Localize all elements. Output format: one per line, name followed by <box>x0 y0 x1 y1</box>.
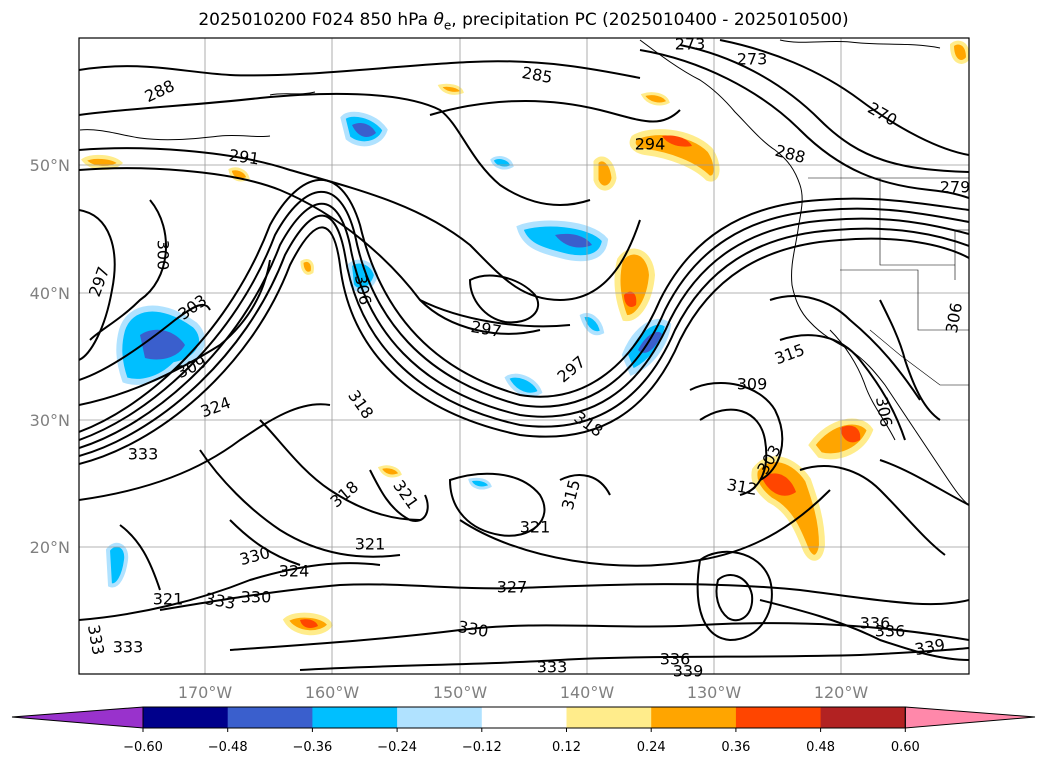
colorbar-segment <box>566 707 652 728</box>
lon-label: 160°W <box>305 683 360 702</box>
lon-label: 140°W <box>560 683 615 702</box>
contour-label: 273 <box>675 35 706 54</box>
colorbar-label: 0.48 <box>806 740 835 755</box>
lon-axis: 170°W 160°W 150°W 140°W 130°W 120°W <box>178 683 869 702</box>
coastline-layer <box>79 39 969 506</box>
map-title: 2025010200 F024 850 hPa θe, precipitatio… <box>198 10 849 33</box>
colorbar-segment <box>651 707 737 728</box>
colorbar-label: −0.24 <box>377 740 417 755</box>
contour-label: 321 <box>520 518 551 537</box>
colorbar-segment <box>481 707 567 728</box>
contour-label: 300 <box>154 240 173 271</box>
contour-label: 324 <box>279 562 310 581</box>
colorbar-label: −0.36 <box>292 740 332 755</box>
border-layer <box>808 177 969 386</box>
contour-label: 309 <box>737 375 768 394</box>
contour-layer <box>79 39 969 671</box>
contour-label: 279 <box>940 178 971 197</box>
contour-label: 291 <box>228 145 261 168</box>
contour-label: 294 <box>635 135 666 154</box>
pos-patch <box>949 40 969 64</box>
pos-patch <box>624 291 637 307</box>
pos-patch <box>437 83 464 95</box>
colorbar-label: −0.60 <box>123 740 163 755</box>
lat-axis: 50°N 40°N 30°N 20°N <box>30 156 70 557</box>
contour-label: 321 <box>153 590 184 609</box>
pos-patch <box>300 258 314 275</box>
pos-patch <box>662 135 692 147</box>
pos-patch <box>377 465 402 478</box>
lon-label: 120°W <box>814 683 869 702</box>
plot-area <box>79 38 969 674</box>
colorbar-extend-low <box>11 706 144 729</box>
lat-label: 50°N <box>30 156 70 175</box>
colorbar-label: 0.12 <box>552 740 581 755</box>
pos-patch <box>81 154 124 170</box>
contour-label: 339 <box>673 662 704 681</box>
neg-patch <box>490 156 514 170</box>
neg-patch <box>352 122 376 137</box>
pos-patch <box>640 92 670 106</box>
pos-patch <box>762 473 796 496</box>
neg-patch <box>105 542 129 588</box>
lon-label: 170°W <box>178 683 233 702</box>
pos-patch <box>300 619 318 628</box>
contour-label: 333 <box>128 445 159 464</box>
shading-layer <box>81 40 969 636</box>
gridlines <box>79 38 969 674</box>
neg-patch <box>555 233 592 248</box>
lat-label: 30°N <box>30 411 70 430</box>
lon-label: 150°W <box>433 683 488 702</box>
neg-patch <box>468 477 492 490</box>
contour-label: 336 <box>860 614 891 633</box>
contour-label: 336 <box>660 650 691 669</box>
contour-label: 327 <box>497 578 528 597</box>
colorbar-label: 0.36 <box>721 740 750 755</box>
contour-label: 330 <box>241 588 272 607</box>
plot-frame <box>78 37 970 675</box>
lat-label: 40°N <box>30 284 70 303</box>
contour-label: 321 <box>355 535 386 554</box>
lat-label: 20°N <box>30 538 70 557</box>
colorbar-segment <box>143 707 229 728</box>
colorbar-frame <box>142 706 906 729</box>
colorbar-extend-high <box>904 706 1036 729</box>
contour-label: 333 <box>113 638 144 657</box>
colorbar-label: 0.60 <box>891 740 920 755</box>
contour-label: 336 <box>875 622 906 641</box>
colorbar-segment <box>735 707 822 728</box>
pos-patch <box>840 425 861 443</box>
colorbar: −0.60 −0.48 −0.36 −0.24 −0.12 0.12 0.24 0.36 0.4… <box>11 706 1036 755</box>
neg-patch <box>504 373 543 397</box>
colorbar-segment <box>227 707 313 728</box>
contour-label: 273 <box>737 50 768 69</box>
colorbar-segment <box>312 707 398 728</box>
colorbar-segment <box>820 707 906 728</box>
colorbar-label: 0.24 <box>637 740 666 755</box>
colorbar-label: −0.12 <box>462 740 502 755</box>
pos-patch <box>629 129 720 182</box>
colorbar-segment <box>397 707 483 728</box>
lon-label: 130°W <box>687 683 742 702</box>
pos-patch <box>593 156 617 191</box>
colorbar-label: −0.48 <box>208 740 248 755</box>
contour-label: 333 <box>537 658 568 677</box>
